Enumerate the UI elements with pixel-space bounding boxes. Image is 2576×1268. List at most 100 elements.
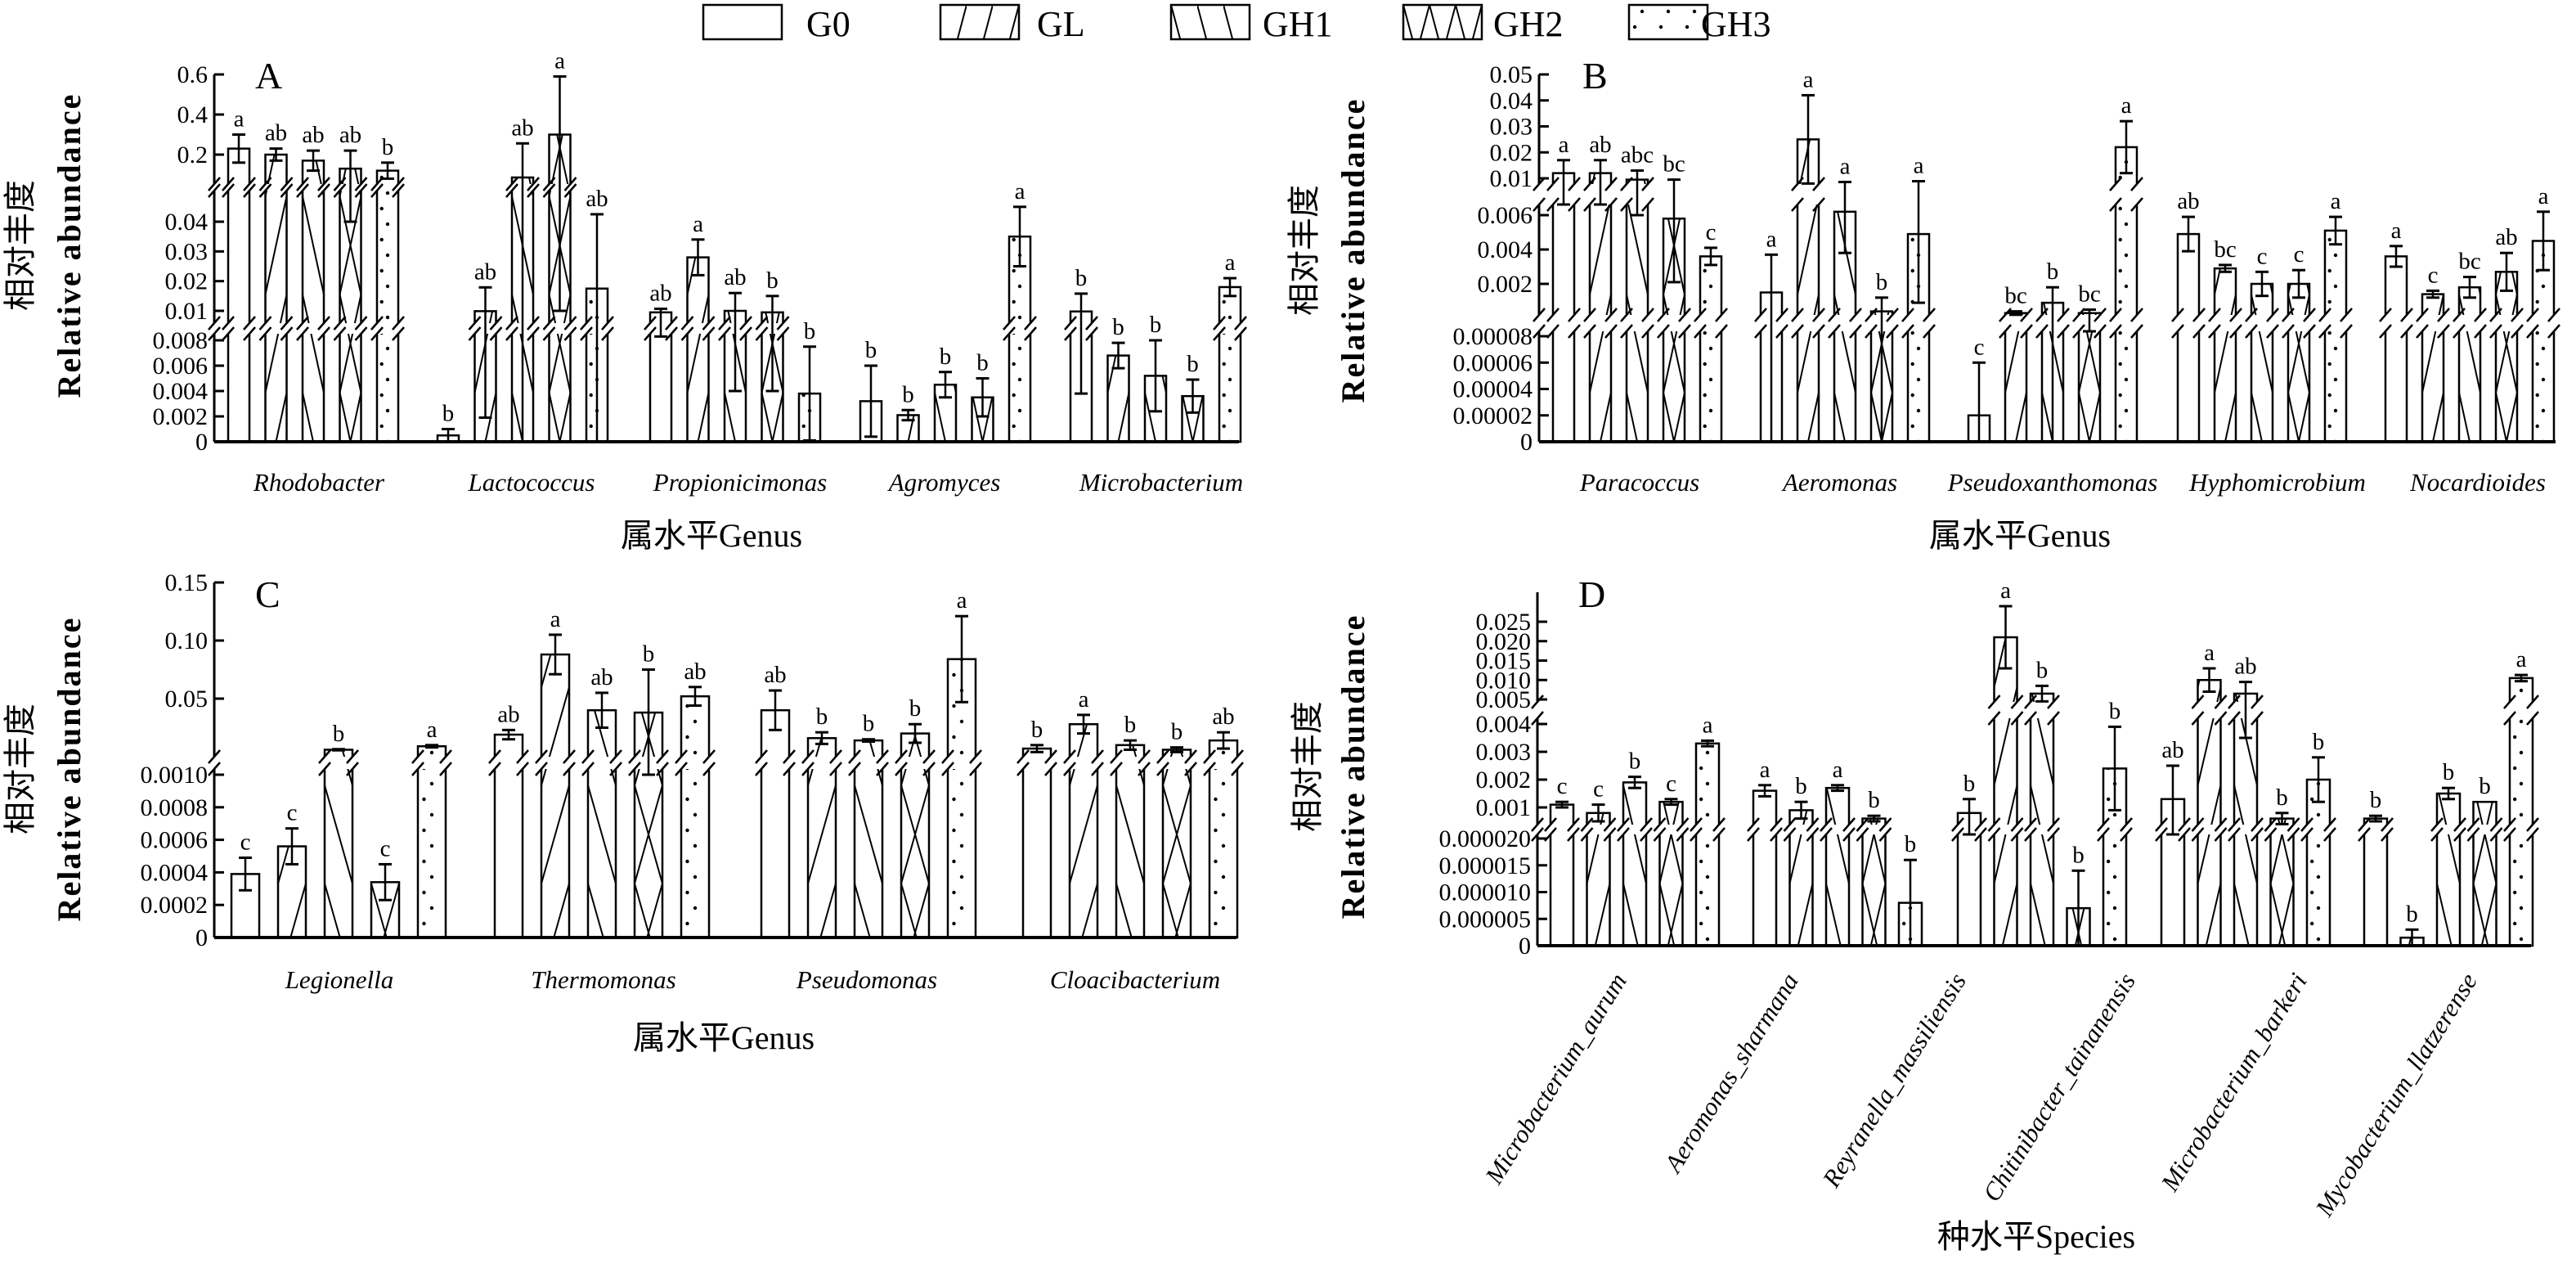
bar-break-mark	[2340, 308, 2353, 322]
bar-break-mark	[1003, 316, 1016, 330]
significance-letter: a	[1914, 152, 1924, 178]
x-tick-labels: Rhodobacter Lactococcus Propionicimonas Agr…	[253, 468, 1243, 497]
bar-break-mark	[542, 177, 556, 191]
bar-break-mark	[2323, 817, 2336, 832]
bar-break-mark	[2191, 817, 2205, 832]
significance-letter: abc	[1621, 142, 1654, 168]
y-tick-label: 0.000020	[1439, 825, 1532, 852]
bar-break-mark	[370, 177, 384, 191]
bar-break-mark	[969, 762, 982, 776]
bar-break-mark	[2208, 308, 2221, 322]
bar-break-mark	[1603, 817, 1617, 832]
bar-break-mark	[1016, 762, 1030, 776]
significance-letter: b	[442, 401, 455, 427]
bar-break-mark	[1999, 308, 2012, 322]
legend-label: GH2	[1493, 4, 1564, 44]
bar-break-mark	[2318, 308, 2331, 322]
significance-letter: ab	[497, 701, 519, 727]
bar-break-mark	[527, 183, 540, 198]
bar-break-mark	[2474, 308, 2487, 322]
x-tick-labels: Legionella Thermomonas Pseudomonas Cloaciba…	[285, 965, 1220, 994]
bar-break-mark	[346, 762, 359, 776]
y-tick-label: 0.0002	[141, 892, 209, 919]
bar-break-mark	[1678, 324, 1691, 339]
significance-letter: ab	[1589, 132, 1611, 158]
bar-break-mark	[1987, 827, 2001, 842]
bar-break-mark	[739, 316, 752, 330]
bar-break-mark	[333, 326, 347, 341]
significance-letter: c	[1666, 771, 1676, 797]
y-tick-label: 0.0006	[141, 827, 209, 854]
bar-break-mark	[2191, 827, 2205, 842]
significance-letter: b	[1124, 712, 1137, 738]
bar-break-mark	[2453, 827, 2466, 842]
significance-letter: b	[940, 344, 952, 370]
bar-break-mark	[2047, 711, 2060, 726]
y-tick-label: 0.004	[1478, 236, 1533, 263]
bar-break-mark	[2094, 308, 2107, 322]
bar-break-mark	[644, 316, 657, 330]
bar-break-mark	[2264, 817, 2278, 832]
bar-break-mark	[222, 316, 235, 330]
x-axis-title: 属水平Genus	[621, 517, 802, 554]
bar-break-mark	[1812, 197, 1825, 212]
bar-break-mark	[2245, 324, 2258, 339]
significance-letter: b	[643, 641, 655, 668]
bar-gh1	[1824, 786, 1851, 947]
significance-letter: c	[240, 829, 251, 855]
significance-letter: c	[1974, 334, 1985, 360]
bar-gh3	[1694, 742, 1721, 947]
bar-break-mark	[665, 326, 678, 341]
legend-swatch-forward-slash-hatch	[939, 3, 1021, 41]
bar-break-mark	[489, 316, 503, 330]
bar-break-mark	[1024, 316, 1037, 330]
category-label: Aeromonas_sharmana	[1658, 968, 1804, 1178]
bar-break-mark	[2526, 308, 2539, 322]
bar-break-mark	[628, 749, 641, 764]
axis-break-gap	[206, 757, 1245, 769]
significance-letter: a	[1559, 132, 1569, 158]
bar-break-mark	[439, 762, 452, 776]
bar-gl	[1068, 722, 1099, 939]
bar-break-mark	[2228, 827, 2241, 842]
bar-break-mark	[2020, 324, 2033, 339]
bar-break-mark	[2300, 827, 2313, 842]
y-tick-label: 0.04	[165, 209, 209, 236]
legend-swatch-cross-hatch	[1402, 3, 1483, 41]
significance-letter: a	[2516, 646, 2527, 672]
bar-break-mark	[876, 749, 889, 764]
bar-break-mark	[2282, 324, 2295, 339]
bar-break-mark	[1974, 817, 1987, 832]
bar-break-mark	[2214, 817, 2228, 832]
bars	[1549, 636, 2534, 947]
y-tick-label: 0.002	[1476, 767, 1532, 794]
bar-break-mark	[563, 326, 577, 341]
significance-letter: bc	[1663, 151, 1685, 178]
bar-break-mark	[2266, 324, 2279, 339]
bar-break-mark	[1842, 817, 1856, 832]
bar-break-mark	[2526, 695, 2539, 709]
bar-break-mark	[1567, 827, 1580, 842]
category-label: Thermomonas	[531, 965, 675, 994]
y-tick-label: 0.000005	[1439, 906, 1532, 933]
y-tick-label: 0.10	[165, 627, 209, 654]
y-tick-label: 0.00002	[1453, 402, 1533, 429]
bar-break-mark	[258, 183, 272, 198]
axis-break-gap	[206, 323, 1247, 334]
bar-break-mark	[2171, 324, 2184, 339]
category-label: Legionella	[285, 965, 394, 994]
legend-label: GH3	[1701, 4, 1771, 44]
bar-break-mark	[1641, 324, 1654, 339]
bar-break-mark	[1546, 308, 1560, 322]
x-axis-title: 种水平Species	[1937, 1218, 2135, 1255]
category-label: Paracoccus	[1579, 468, 1699, 497]
x-tick-labels: Paracoccus Aeromonas Pseudoxanthomonas Hyph…	[1579, 468, 2546, 497]
bar-gl	[1588, 172, 1613, 443]
legend-item-gh1: GH1	[1169, 3, 1333, 44]
bar-break-mark	[333, 177, 347, 191]
y-tick-label: 0.002	[1478, 271, 1533, 298]
bar-break-mark	[411, 762, 424, 776]
bar-break-mark	[296, 183, 309, 198]
bar-gh2	[2472, 800, 2497, 947]
